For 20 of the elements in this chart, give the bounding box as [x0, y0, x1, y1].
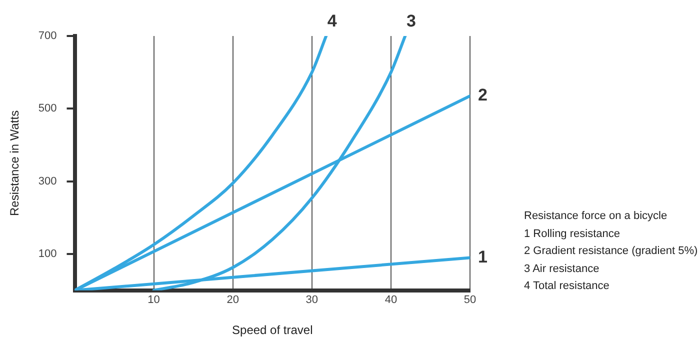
x-tick-label: 10 — [148, 294, 160, 306]
text: Resistance force on a bicycle — [524, 209, 668, 224]
x-tick-label: 40 — [384, 294, 398, 306]
y-axis-title: Resistance in Watts — [8, 110, 22, 216]
y-tick-label: 300 — [38, 175, 57, 188]
y-tick-label: 500 — [38, 102, 57, 115]
x-tick-label: 20 — [226, 294, 239, 306]
x-axis-title: Speed of travel — [232, 323, 313, 338]
text: 3 Air resistance — [524, 262, 600, 276]
text: 2 Gradient resistance (gradient 5%) — [524, 244, 698, 259]
series-label: 2 — [478, 86, 488, 105]
series-label: 1 — [478, 247, 488, 266]
series-label: 3 — [406, 12, 416, 31]
y-tick-label: 100 — [38, 248, 57, 260]
x-tick-label: 50 — [464, 294, 476, 306]
x-tick-label: 30 — [306, 294, 318, 306]
text: 4 Total resistance — [524, 279, 610, 294]
text: 1 Rolling resistance — [524, 226, 621, 242]
series-label: 4 — [327, 12, 338, 31]
y-tick-label: 700 — [38, 30, 57, 42]
